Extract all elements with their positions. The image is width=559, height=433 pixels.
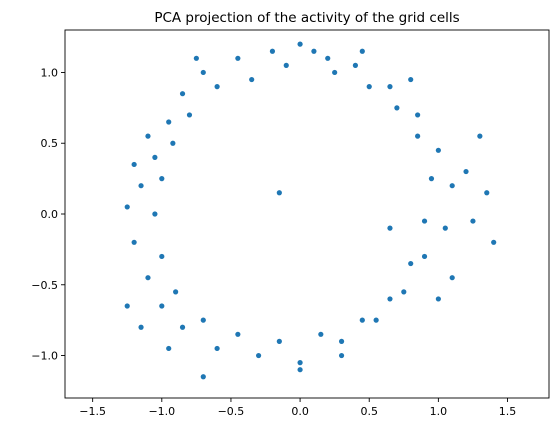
data-point: [269, 48, 276, 54]
data-point: [311, 48, 317, 54]
data-point: [394, 105, 400, 111]
data-point: [166, 345, 172, 352]
data-point: [366, 84, 372, 90]
data-point: [477, 133, 483, 139]
data-point: [235, 331, 241, 337]
data-point: [415, 133, 421, 139]
data-point: [470, 218, 476, 224]
data-point: [318, 331, 324, 337]
data-point: [484, 190, 490, 196]
data-point: [193, 55, 199, 61]
data-point: [200, 317, 206, 323]
data-point: [387, 225, 393, 231]
data-point: [373, 317, 379, 323]
data-point: [131, 161, 137, 168]
y-tick-label: 0.5: [41, 137, 59, 150]
data-point: [145, 133, 151, 139]
plot-frame: [64, 29, 550, 399]
data-point: [359, 48, 365, 54]
y-tick-label: 1.0: [41, 66, 59, 79]
data-point: [421, 253, 428, 260]
x-tick-label: −1.0: [148, 405, 175, 418]
data-point: [449, 183, 455, 189]
data-point: [435, 296, 441, 302]
data-point: [145, 275, 151, 281]
data-point: [338, 338, 345, 344]
data-point: [179, 91, 186, 97]
data-point: [166, 119, 172, 125]
data-point: [401, 289, 407, 295]
data-point: [449, 275, 455, 281]
data-point: [131, 239, 137, 245]
data-point: [276, 190, 282, 196]
data-point: [159, 176, 165, 182]
data-point: [428, 176, 435, 182]
x-tick-label: −1.5: [79, 405, 106, 418]
data-point: [359, 317, 365, 323]
data-point: [435, 147, 441, 153]
data-point: [283, 62, 289, 68]
data-point: [249, 76, 255, 83]
data-point: [332, 69, 338, 76]
data-point: [442, 225, 448, 231]
y-tick-label: −0.5: [31, 279, 58, 292]
data-point: [352, 62, 358, 68]
x-tick-label: 1.0: [430, 405, 448, 418]
data-point: [491, 239, 497, 245]
data-point: [152, 154, 158, 160]
data-point: [297, 41, 303, 47]
data-point: [338, 352, 345, 359]
x-tick-label: 0.0: [291, 405, 309, 418]
x-tick-label: 1.5: [499, 405, 517, 418]
data-point: [152, 211, 158, 217]
data-point: [276, 338, 282, 344]
data-point: [179, 324, 186, 330]
y-tick-label: −1.0: [31, 350, 58, 363]
chart-title: PCA projection of the activity of the gr…: [154, 10, 459, 26]
data-point: [297, 367, 303, 373]
data-point: [387, 296, 393, 302]
data-point: [415, 112, 421, 118]
data-point: [297, 360, 303, 366]
data-point: [124, 303, 130, 309]
data-point: [138, 183, 144, 189]
y-tick-label: 0.0: [41, 208, 59, 221]
data-point: [200, 374, 206, 380]
data-point: [256, 352, 262, 359]
points-layer: [124, 41, 497, 380]
data-point: [124, 204, 130, 210]
data-point: [408, 76, 414, 83]
data-point: [214, 345, 220, 352]
data-point: [200, 69, 206, 76]
y-axis: −1.0 −0.5 0.0 0.5 1.0: [31, 66, 65, 363]
data-point: [463, 168, 469, 175]
x-axis: −1.5 −1.0 −0.5 0.0 0.5 1.0 1.5: [79, 398, 516, 418]
x-tick-label: 0.5: [360, 405, 378, 418]
data-point: [159, 303, 165, 309]
data-point: [408, 260, 414, 267]
data-point: [173, 289, 179, 295]
data-point: [159, 253, 165, 260]
data-point: [186, 112, 193, 118]
data-point: [138, 324, 144, 330]
data-point: [387, 84, 393, 90]
data-point: [170, 140, 176, 146]
data-point: [235, 55, 241, 61]
data-point: [421, 218, 428, 224]
data-point: [214, 84, 220, 90]
data-point: [325, 55, 331, 61]
x-tick-label: −0.5: [218, 405, 245, 418]
